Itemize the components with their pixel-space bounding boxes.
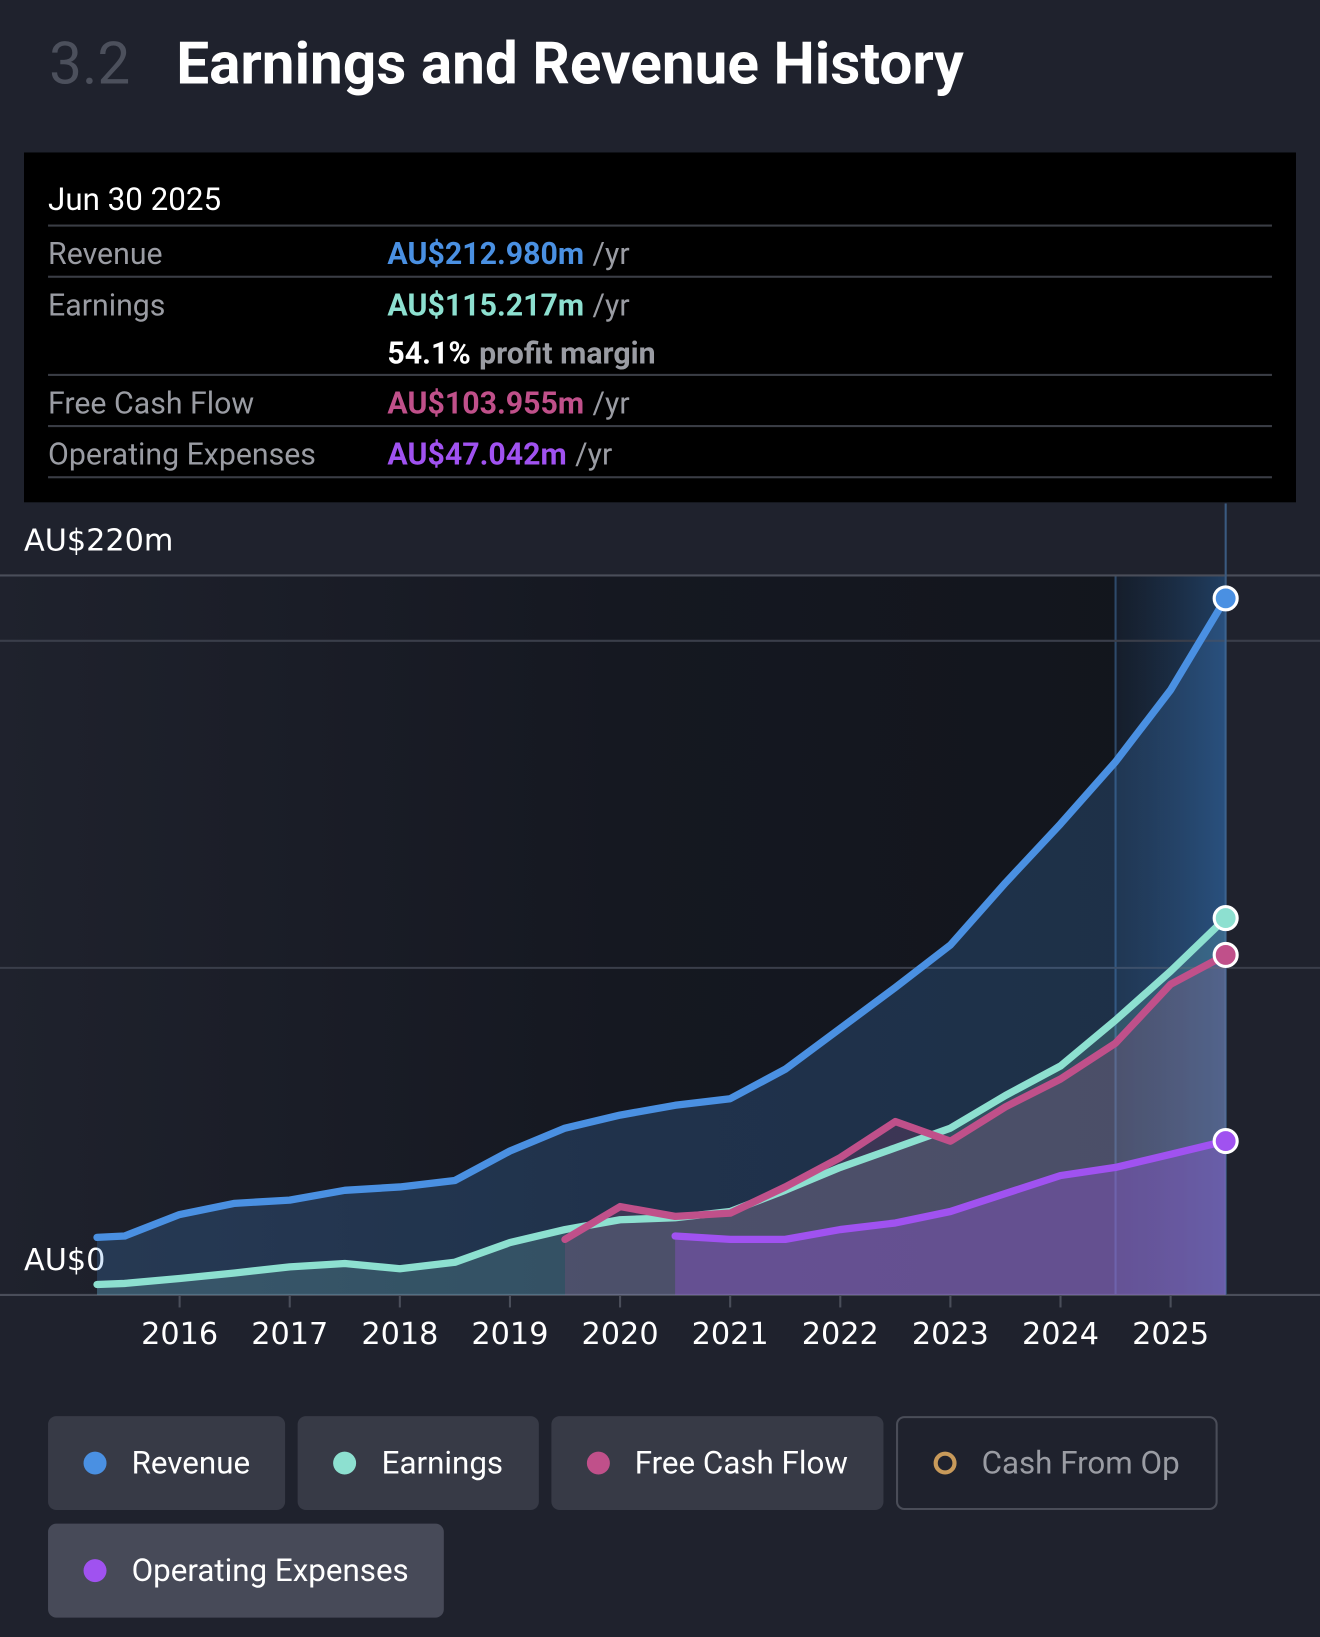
series-area xyxy=(675,1141,1226,1295)
tooltip-value: AU$47.042m/yr xyxy=(387,438,612,474)
series-line xyxy=(93,594,1230,1242)
tooltip-label: Revenue xyxy=(48,237,163,273)
x-tick-label: 2024 xyxy=(1022,1317,1099,1352)
legend-item[interactable]: Earnings xyxy=(298,1416,539,1511)
margin-value: 54.1% xyxy=(387,336,471,372)
x-tick-label: 2017 xyxy=(251,1317,328,1352)
title: Earnings and Revenue History xyxy=(176,29,964,99)
legend-label: Operating Expenses xyxy=(131,1552,409,1589)
x-tick-label: 2016 xyxy=(141,1317,218,1352)
unit: /yr xyxy=(592,386,630,422)
series-line xyxy=(671,1137,1230,1244)
chart: AU$0 AU$220m 2016 2017 2018 2019 2020 2021 2022 2… xyxy=(0,503,1320,1352)
series-line xyxy=(93,914,1230,1289)
legend-item[interactable]: Operating Expenses xyxy=(48,1523,445,1618)
margin-text: profit margin xyxy=(479,336,656,372)
unit: /yr xyxy=(592,237,630,273)
header: 3.2 Earnings and Revenue History xyxy=(49,29,964,98)
x-tick-label: 2023 xyxy=(912,1317,989,1352)
legend-label: Cash From Op xyxy=(981,1444,1180,1482)
end-point xyxy=(1212,941,1239,968)
legend-item[interactable]: Free Cash Flow xyxy=(551,1416,884,1511)
value-text: AU$212.980m xyxy=(387,237,585,273)
x-tick-label: 2021 xyxy=(692,1317,769,1352)
series-area xyxy=(97,598,1226,1295)
legend-dot xyxy=(933,1451,957,1475)
y-tick-label: AU$220m xyxy=(24,523,173,558)
tooltip-row: Revenue AU$212.980m/yr xyxy=(48,224,1272,278)
legend-item[interactable]: Revenue xyxy=(48,1416,286,1511)
legend-label: Free Cash Flow xyxy=(634,1444,848,1482)
tooltip: Jun 30 2025 Revenue AU$212.980m/yr Earning… xyxy=(24,152,1296,503)
x-tick-label: 2020 xyxy=(582,1317,659,1352)
tooltip-label: Free Cash Flow xyxy=(48,386,255,422)
value-text: AU$115.217m xyxy=(387,288,585,324)
plot-background xyxy=(0,575,1226,1295)
legend-label: Revenue xyxy=(131,1444,251,1482)
x-tick-label: 2022 xyxy=(802,1317,879,1352)
legend-dot xyxy=(586,1451,610,1475)
legend-dot xyxy=(333,1451,357,1475)
legend-dot xyxy=(83,1451,107,1475)
tooltip-value: AU$103.955m/yr xyxy=(387,386,629,422)
tooltip-label: Operating Expenses xyxy=(48,437,316,474)
value-text: AU$47.042m xyxy=(387,437,567,474)
tooltip-date: Jun 30 2025 xyxy=(48,181,222,219)
section-number: 3.2 xyxy=(49,29,131,99)
tooltip-value: AU$212.980m/yr xyxy=(387,237,629,273)
tooltip-label: Earnings xyxy=(48,288,166,324)
series-area xyxy=(97,918,1226,1295)
unit: /yr xyxy=(575,437,613,474)
y-tick-label: AU$0 xyxy=(24,1243,105,1278)
row-divider xyxy=(48,476,1272,479)
x-tick-label: 2018 xyxy=(361,1317,438,1352)
tooltip-row: Free Cash Flow AU$103.955m/yr xyxy=(48,373,1272,427)
tooltip-row: Operating Expenses AU$47.042m/yr xyxy=(48,425,1272,478)
unit: /yr xyxy=(592,288,630,324)
tooltip-row: Earnings AU$115.217m/yr 54.1% profit margin xyxy=(48,275,1272,376)
legend-label: Earnings xyxy=(381,1444,504,1482)
value-text: AU$103.955m xyxy=(387,386,585,422)
end-point xyxy=(1212,1128,1239,1155)
legend: Revenue Earnings Free Cash Flow Cash From O… xyxy=(48,1416,1280,1618)
legend-dot xyxy=(83,1559,107,1583)
x-tick-label: 2019 xyxy=(471,1317,548,1352)
tooltip-value: AU$115.217m/yr xyxy=(387,288,629,324)
x-tick-label: 2025 xyxy=(1132,1317,1209,1352)
end-point xyxy=(1212,905,1239,932)
legend-item[interactable]: Cash From Op xyxy=(895,1416,1218,1511)
end-point xyxy=(1212,585,1239,612)
series-line xyxy=(561,951,1230,1244)
profit-margin: 54.1% profit margin xyxy=(387,336,655,372)
